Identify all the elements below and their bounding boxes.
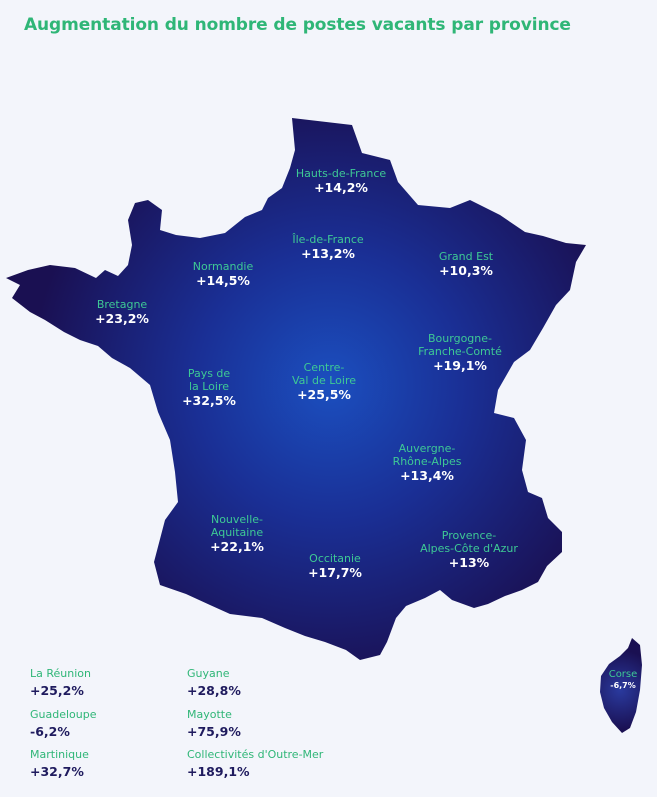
region-paca: Provence- Alpes-Côte d'Azur +13%: [420, 529, 518, 570]
region-value: +10,3%: [439, 263, 493, 278]
region-name-line1: Bourgogne-: [428, 332, 492, 345]
region-name-line2: Rhône-Alpes: [392, 455, 462, 468]
region-name-line2: Alpes-Côte d'Azur: [420, 542, 518, 555]
region-value: +14,5%: [196, 273, 250, 288]
overseas-name: Guyane: [187, 667, 230, 680]
overseas-value: -6,2%: [30, 724, 70, 739]
region-nouvelle-aquitaine: Nouvelle- Aquitaine +22,1%: [210, 513, 264, 554]
region-corse: Corse -6,7%: [609, 669, 638, 691]
region-name-line2: la Loire: [188, 380, 230, 393]
overseas-name: La Réunion: [30, 667, 91, 680]
region-value: -6,7%: [610, 681, 636, 690]
mainland-france-shape: [6, 118, 586, 660]
region-centre-val-de-loire: Centre- Val de Loire +25,5%: [292, 361, 356, 402]
corse-shape: [600, 638, 642, 733]
region-name-line2: Val de Loire: [292, 374, 356, 387]
overseas-collectivites: Collectivités d'Outre-Mer +189,1%: [187, 748, 323, 780]
overseas-name: Guadeloupe: [30, 708, 97, 721]
region-hauts-de-france: Hauts-de-France +14,2%: [296, 167, 386, 195]
region-name-line1: Nouvelle-: [210, 513, 264, 526]
overseas-guyane: Guyane +28,8%: [187, 667, 241, 699]
overseas-martinique: Martinique +32,7%: [30, 748, 89, 780]
region-value: +17,7%: [308, 565, 362, 580]
region-name: Bretagne: [96, 298, 148, 311]
overseas-name: Martinique: [30, 748, 89, 761]
overseas-name: Collectivités d'Outre-Mer: [187, 748, 324, 761]
region-name-line2: Aquitaine: [210, 526, 264, 539]
region-bretagne: Bretagne +23,2%: [95, 298, 149, 326]
overseas-la-reunion: La Réunion +25,2%: [30, 667, 91, 699]
region-name-line1: Auvergne-: [398, 442, 456, 455]
region-ile-de-france: Île-de-France +13,2%: [292, 233, 363, 261]
region-name: Occitanie: [309, 552, 361, 565]
region-value: +25,5%: [297, 387, 351, 402]
region-name-line1: Provence-: [441, 529, 497, 542]
region-name: Île-de-France: [292, 233, 364, 246]
region-value: +32,5%: [182, 393, 236, 408]
region-value: +13,4%: [400, 468, 454, 483]
region-value: +23,2%: [95, 311, 149, 326]
region-name-line2: Franche-Comté: [418, 345, 502, 358]
region-value: +22,1%: [210, 539, 264, 554]
region-name: Normandie: [192, 260, 254, 273]
region-occitanie: Occitanie +17,7%: [308, 552, 362, 580]
region-value: +19,1%: [433, 358, 487, 373]
region-value: +13%: [448, 555, 490, 570]
page-title: Augmentation du nombre de postes vacants…: [24, 15, 571, 35]
region-bourgogne-franche-comte: Bourgogne- Franche-Comté +19,1%: [418, 332, 502, 373]
overseas-value: +28,8%: [187, 683, 241, 698]
overseas-value: +32,7%: [30, 764, 84, 779]
overseas-value: +189,1%: [187, 764, 250, 779]
region-name: Corse: [608, 669, 638, 680]
overseas-guadeloupe: Guadeloupe -6,2%: [30, 708, 97, 740]
region-name-line1: Centre-: [303, 361, 345, 374]
region-normandie: Normandie +14,5%: [193, 260, 254, 288]
overseas-value: +75,9%: [187, 724, 241, 739]
region-value: +14,2%: [314, 180, 368, 195]
region-auvergne-rhone-alpes: Auvergne- Rhône-Alpes +13,4%: [393, 442, 462, 483]
region-value: +13,2%: [301, 246, 355, 261]
overseas-name: Mayotte: [187, 708, 232, 721]
region-grand-est: Grand Est +10,3%: [439, 250, 493, 278]
region-name: Grand Est: [438, 250, 494, 263]
overseas-value: +25,2%: [30, 683, 84, 698]
overseas-mayotte: Mayotte +75,9%: [187, 708, 241, 740]
region-name: Hauts-de-France: [295, 167, 387, 180]
region-pays-de-la-loire: Pays de la Loire +32,5%: [182, 367, 236, 408]
region-name-line1: Pays de: [187, 367, 231, 380]
